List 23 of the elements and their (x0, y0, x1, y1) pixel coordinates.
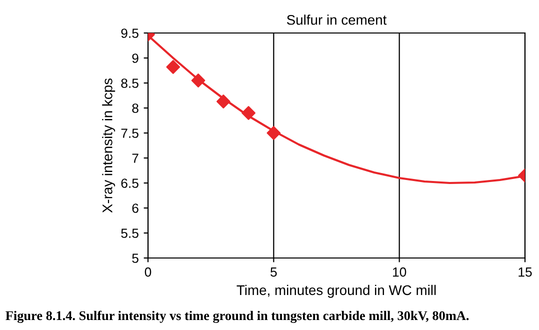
x-tick-label: 5 (270, 268, 277, 277)
x-tick-label: 15 (518, 268, 532, 277)
caption: Figure 8.1.4. Sulfur intensity vs time ground in tungsten carbide mill, 30kV, 80mA. (6, 310, 469, 323)
point (191, 74, 206, 88)
y-tick-label: 5 (132, 254, 138, 263)
y-tick-label: 9.5 (121, 28, 138, 38)
point (216, 94, 230, 108)
point (242, 106, 256, 120)
y-axis-title: X-ray intensity in kcps (102, 78, 116, 213)
x-tick-label: 10 (393, 267, 406, 277)
y-tick-label: 7 (132, 154, 138, 163)
point (166, 60, 180, 74)
y-tick-label: 5.5 (121, 228, 138, 238)
y-tick-label: 6.5 (121, 178, 138, 188)
x-tick-label: 0 (144, 267, 152, 277)
chart-title: Sulfur in cement (286, 14, 387, 25)
y-tick-label: 8.5 (121, 78, 138, 88)
x-axis-title: Time, minutes ground in WC mill (236, 284, 436, 298)
y-tick-label: 8 (132, 104, 138, 113)
y-tick-label: 6 (132, 204, 138, 213)
point (266, 126, 281, 140)
y-tick-label: 9 (132, 54, 138, 63)
y-tick-label: 7.5 (121, 128, 138, 138)
